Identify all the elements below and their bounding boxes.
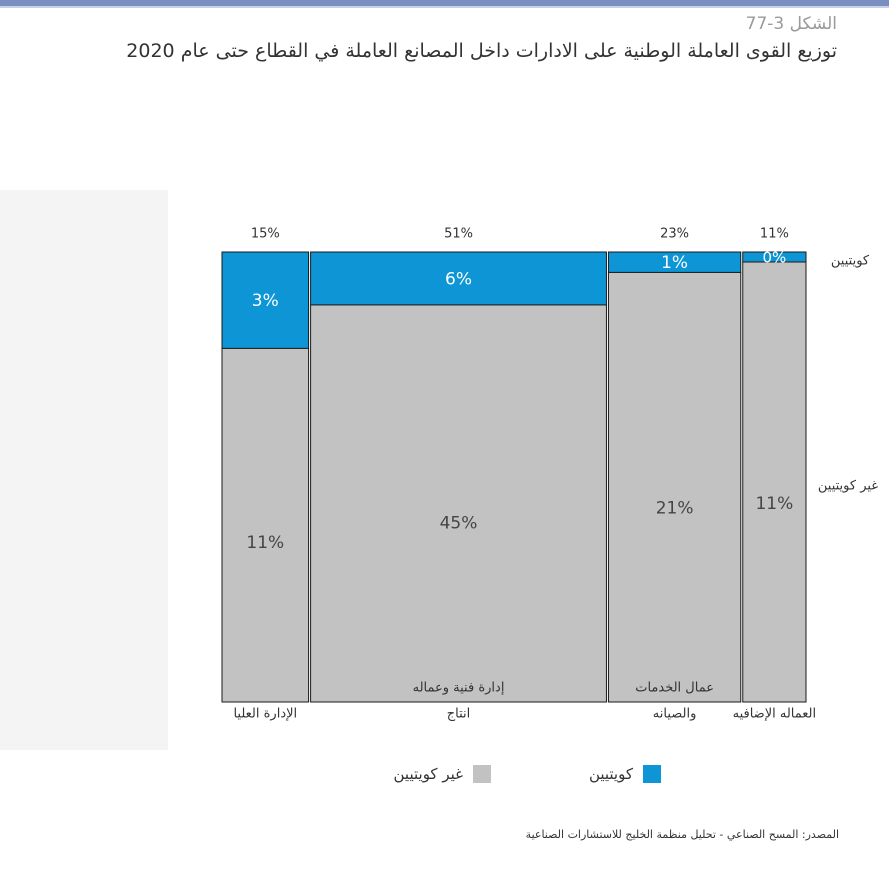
legend-label-non-kuwaiti: غير كويتيين [393, 765, 463, 783]
segment-non-kuwaiti-2 [607, 271, 742, 703]
label-kuwaiti-2: 1% [661, 253, 688, 273]
segment-kuwaiti-1 [310, 251, 607, 306]
inner-category-label-2: عمال الخدمات [635, 681, 714, 696]
source-note: المصدر: المسح الصناعي - تحليل منظمة الخل… [525, 828, 839, 841]
category-label-2: والصيانه [653, 707, 697, 722]
scan-shadow [0, 190, 168, 750]
label-kuwaiti-0: 3% [252, 291, 279, 311]
segment-non-kuwaiti-0 [221, 347, 310, 703]
segment-non-kuwaiti-3 [742, 261, 807, 703]
label-non-kuwaiti-1: 45% [440, 513, 478, 533]
figure-title: توزيع القوى العاملة الوطنية على الادارات… [126, 40, 837, 62]
label-non-kuwaiti-0: 11% [246, 533, 284, 553]
header-rule-light [0, 6, 889, 8]
header-rule [0, 0, 889, 6]
legend-swatch-non-kuwaiti [473, 765, 491, 783]
figure-number: الشكل 3-77 [745, 14, 837, 34]
legend-label-kuwaiti: كويتيين [588, 765, 633, 783]
label-kuwaiti-1: 6% [445, 269, 472, 289]
column-total-2: 23% [660, 227, 689, 242]
label-non-kuwaiti-2: 21% [656, 499, 694, 519]
legend-swatch-kuwaiti [643, 765, 661, 783]
row-label-non-kuwaiti: غير كويتيين [818, 479, 878, 494]
column-total-0: 15% [251, 227, 280, 242]
label-non-kuwaiti-3: 11% [755, 494, 793, 514]
inner-category-label-1: إدارة فنية وعماله [413, 681, 505, 696]
category-label-0: الإدارة العليا [233, 707, 297, 722]
category-label-1: انتاج [447, 707, 471, 722]
legend-item-kuwaiti: كويتيين [589, 762, 661, 786]
label-kuwaiti-3: 0% [762, 249, 786, 267]
column-total-3: 11% [760, 227, 789, 242]
legend-item-non-kuwaiti: غير كويتيين [394, 762, 491, 786]
category-label-3: العماله الإضافيه [733, 707, 817, 722]
segment-non-kuwaiti-1 [310, 304, 607, 703]
column-total-1: 51% [444, 227, 473, 242]
segment-kuwaiti-0 [221, 251, 310, 349]
row-label-kuwaiti: كويتيين [831, 254, 870, 269]
